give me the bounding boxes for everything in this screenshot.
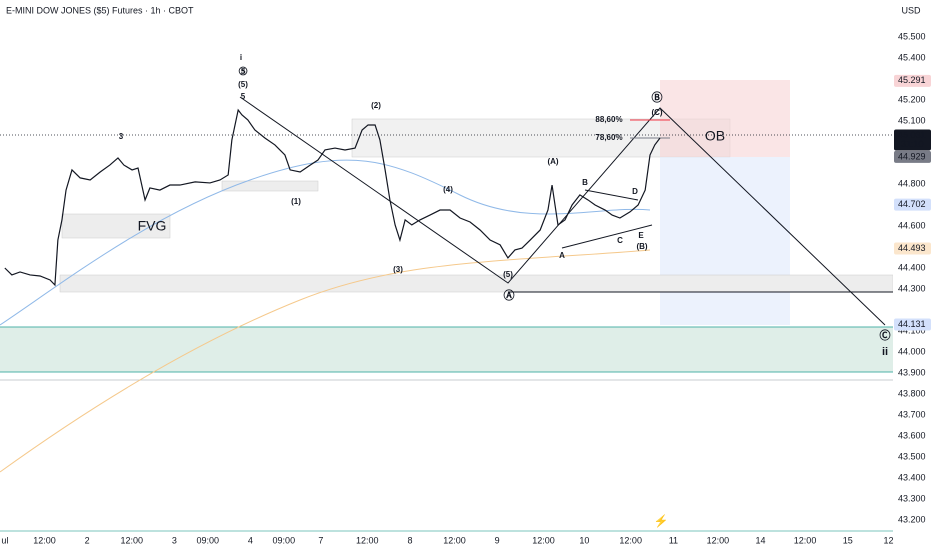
currency: USD — [901, 5, 921, 15]
x-tick-label: 4 — [248, 535, 253, 545]
x-tick-label: 8 — [407, 535, 412, 545]
y-tick-label: 43.200 — [898, 514, 926, 524]
wave-label: E — [638, 231, 644, 240]
y-tick-label: 45.500 — [898, 31, 926, 41]
wave-label: (5) — [503, 270, 513, 279]
y-tick-label: 44.800 — [898, 178, 926, 188]
x-tick-label: 09:00 — [273, 535, 296, 545]
x-tick-label: 12:00 — [356, 535, 379, 545]
wave-label: (1) — [291, 197, 301, 206]
wave-label: B — [582, 178, 588, 187]
x-tick-label: 9 — [495, 535, 500, 545]
wave-label: OB — [705, 128, 725, 144]
price-label-box — [894, 129, 931, 151]
x-tick-label: 2 — [85, 535, 90, 545]
y-tick-label: 44.600 — [898, 220, 926, 230]
y-tick-label: 45.400 — [898, 52, 926, 62]
y-tick-label: 43.500 — [898, 451, 926, 461]
wave-label: Ⓑ — [652, 90, 663, 104]
price-label-box — [894, 74, 931, 87]
x-tick-label: 14 — [756, 535, 766, 545]
x-tick-label: 15 — [843, 535, 853, 545]
y-tick-label: 45.200 — [898, 94, 926, 104]
x-tick-label: 12:00 — [443, 535, 466, 545]
ma-slow — [0, 249, 651, 473]
x-tick-label: 3 — [172, 535, 177, 545]
y-tick-label: 44.000 — [898, 346, 926, 356]
wave-label: (B) — [636, 242, 647, 251]
x-tick-label: 11 — [669, 535, 678, 545]
x-tick-label: ul — [1, 535, 8, 545]
wave-label: A — [559, 251, 565, 260]
price-label: 44.929 — [898, 151, 926, 161]
wave-label: FVG — [138, 218, 167, 234]
wave-label: ⑤ — [238, 66, 248, 78]
wave-lines — [0, 96, 893, 326]
x-tick-label: 12:00 — [707, 535, 730, 545]
y-tick-label: 43.300 — [898, 493, 926, 503]
price-label: 45.031 — [898, 130, 926, 140]
ma-fast — [0, 159, 651, 326]
price-label: 44.131 — [898, 319, 926, 329]
wave-label: (C) — [651, 108, 662, 117]
y-tick-label: 43.400 — [898, 472, 926, 482]
wave-label: 78,60% — [595, 133, 622, 142]
wave-label: Ⓐ — [504, 288, 515, 302]
y-tick-label: 44.300 — [898, 283, 926, 293]
x-tick-label: 12:00 — [794, 535, 817, 545]
wave-label: (3) — [393, 265, 403, 274]
wave-label: (A) — [547, 157, 558, 166]
wave-label: C — [617, 236, 623, 245]
x-tick-label: 12:00 — [532, 535, 555, 545]
wave-label: (2) — [371, 101, 381, 110]
wave-label: i — [240, 53, 242, 62]
x-tick-label: 10 — [579, 535, 589, 545]
time-axis — [0, 532, 893, 550]
x-tick-label: 12:00 — [33, 535, 56, 545]
wave-label: (5) — [238, 80, 248, 89]
wave-label: 88,60% — [595, 115, 622, 124]
wave-label: (4) — [443, 185, 453, 194]
y-tick-label: 43.800 — [898, 388, 926, 398]
wave-label: 3 — [119, 132, 124, 141]
price-label: 44.493 — [898, 243, 926, 253]
x-tick-label: 09:00 — [196, 535, 219, 545]
x-tick-label: 7 — [318, 535, 323, 545]
price-axis — [893, 0, 932, 550]
price-label: 44.702 — [898, 199, 926, 209]
y-tick-label: 45.100 — [898, 115, 926, 125]
wave-label: ii — [882, 346, 888, 358]
event-icon[interactable]: ⚡ — [654, 514, 669, 528]
countdown: 31:10 — [901, 139, 924, 149]
price-label-box — [894, 150, 931, 163]
price-label-box — [894, 198, 931, 211]
x-tick-label: 12:00 — [619, 535, 642, 545]
y-tick-label: 44.400 — [898, 262, 926, 272]
wave-label: D — [632, 187, 638, 196]
chart-title: E-MINI DOW JONES ($5) Futures · 1h · CBO… — [6, 5, 194, 15]
price-label-box — [894, 318, 931, 331]
wave-label: Ⓒ — [880, 328, 891, 342]
y-tick-label: 43.700 — [898, 409, 926, 419]
price-line — [4, 108, 661, 287]
x-tick-label: 12:00 — [120, 535, 143, 545]
price-label: 45.291 — [898, 75, 926, 85]
wave-label: 5 — [241, 92, 246, 101]
y-tick-label: 43.600 — [898, 430, 926, 440]
x-tick-label: 12 — [884, 535, 894, 545]
zones — [0, 80, 894, 532]
price-label-box — [894, 242, 931, 255]
y-tick-label: 43.900 — [898, 367, 926, 377]
